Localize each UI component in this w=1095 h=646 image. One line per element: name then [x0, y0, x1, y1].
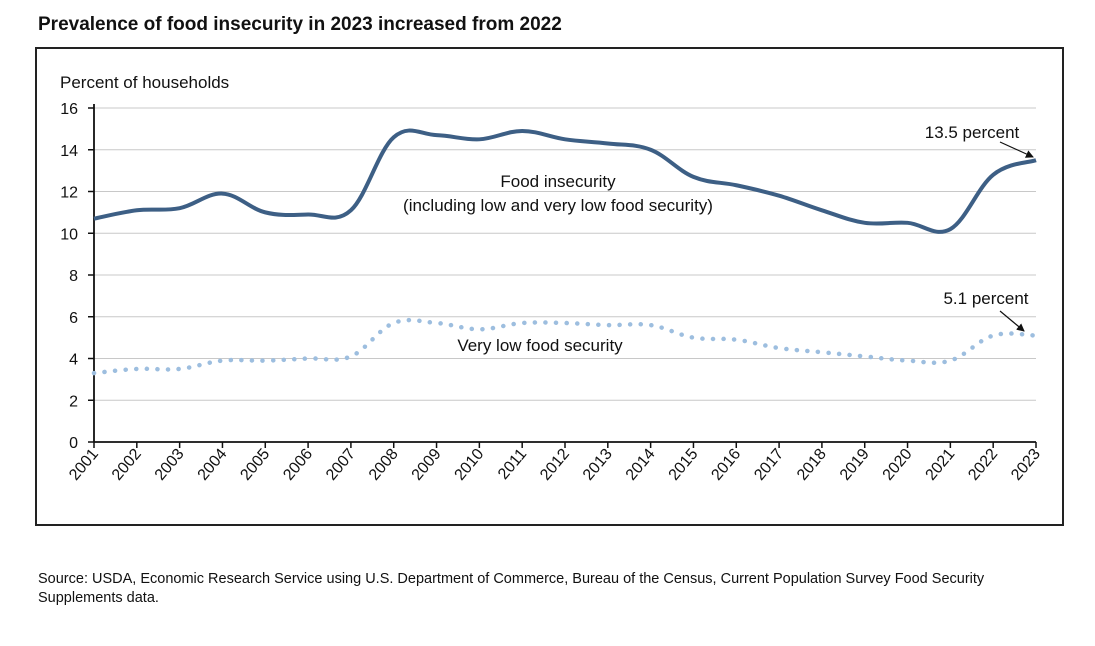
gridlines: [94, 107, 1036, 401]
x-tick-label: 2011: [495, 446, 530, 483]
very-low-food-security-label: Very low food security: [457, 336, 623, 355]
y-tick-label: 2: [69, 393, 78, 410]
x-tick-label: 2005: [237, 446, 273, 484]
x-tick-label: 2009: [409, 446, 445, 484]
x-tick-label: 2023: [1008, 446, 1044, 484]
source-note: Source: USDA, Economic Research Service …: [38, 571, 985, 606]
y-tick-label: 4: [69, 352, 78, 369]
annotation-arrow-5-1: [999, 310, 1025, 332]
x-tick-label: 2016: [708, 446, 744, 484]
x-tick-label: 2020: [880, 446, 916, 484]
y-tick-label: 16: [60, 101, 78, 118]
x-tick-label: 2014: [623, 446, 659, 484]
x-tick-label: 2022: [965, 446, 1001, 484]
x-tick-label: 2013: [580, 446, 616, 484]
x-tick-label: 2010: [452, 446, 488, 484]
x-tick-label: 2017: [751, 446, 787, 484]
series-line-very-low-food-security: [91, 317, 1039, 376]
y-tick-label: 14: [60, 143, 78, 160]
y-tick-label: 10: [60, 226, 78, 243]
y-tick-label: 6: [69, 310, 78, 327]
chart-title: Prevalence of food insecurity in 2023 in…: [38, 14, 562, 35]
food-insecurity-sublabel: (including low and very low food securit…: [403, 196, 713, 215]
x-tick-label: 2015: [666, 446, 702, 484]
y-tick-label: 8: [69, 268, 78, 285]
x-tick-label: 2004: [195, 446, 231, 484]
y-tick-label: 12: [60, 185, 78, 202]
chart-frame: [35, 47, 1064, 526]
series-line-food-insecurity: [93, 128, 1037, 234]
chart-labels: Percent of households Food insecurity (i…: [60, 73, 1034, 355]
annotation-5-1-percent: 5.1 percent: [943, 289, 1028, 308]
food-insecurity-label: Food insecurity: [500, 172, 616, 191]
x-tick-label: 2008: [366, 446, 402, 484]
annotation-13-5-percent: 13.5 percent: [925, 123, 1020, 142]
y-tick-label: 0: [69, 435, 78, 452]
series-lines: [91, 128, 1039, 376]
x-tick-label: 2003: [152, 446, 188, 484]
x-tick-label: 2006: [280, 446, 316, 484]
x-tick-label: 2019: [837, 446, 873, 484]
x-tick-label: 2021: [923, 446, 959, 484]
x-tick-label: 2012: [537, 446, 573, 484]
annotation-arrow-13-5: [999, 141, 1034, 158]
x-tick-label: 2007: [323, 446, 359, 484]
x-tick-label: 2002: [109, 446, 145, 484]
y-axis-label: Percent of households: [60, 73, 229, 92]
x-tick-label: 2018: [794, 446, 830, 484]
